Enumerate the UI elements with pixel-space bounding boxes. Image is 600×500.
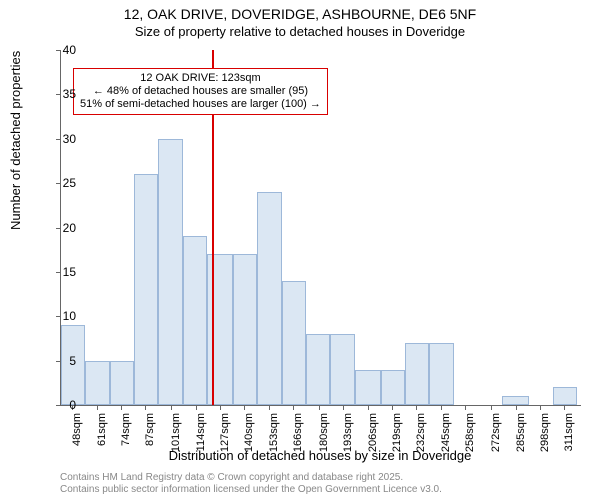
xtick-label: 61sqm <box>96 413 108 453</box>
xtick-label: 101sqm <box>170 413 182 453</box>
xtick-mark <box>145 405 146 410</box>
xtick-mark <box>269 405 270 410</box>
ytick-label: 35 <box>46 88 76 100</box>
footer-line-2: Contains public sector information licen… <box>60 484 442 496</box>
histogram-bar <box>257 192 281 405</box>
xtick-label: 206sqm <box>367 413 379 453</box>
xtick-label: 114sqm <box>195 413 207 453</box>
xtick-label: 127sqm <box>219 413 231 453</box>
xtick-label: 258sqm <box>464 413 476 453</box>
xtick-label: 285sqm <box>515 413 527 453</box>
xtick-label: 298sqm <box>539 413 551 453</box>
xtick-label: 140sqm <box>243 413 255 453</box>
chart-container: 12, OAK DRIVE, DOVERIDGE, ASHBOURNE, DE6… <box>0 0 600 500</box>
xtick-mark <box>465 405 466 410</box>
ytick-label: 40 <box>46 44 76 56</box>
ytick-label: 15 <box>46 266 76 278</box>
annotation-line: 51% of semi-detached houses are larger (… <box>80 98 321 111</box>
histogram-bar <box>282 281 306 405</box>
xtick-label: 193sqm <box>342 413 354 453</box>
histogram-bar <box>355 370 381 406</box>
xtick-mark <box>392 405 393 410</box>
footer-line-1: Contains HM Land Registry data © Crown c… <box>60 472 442 484</box>
histogram-bar <box>405 343 429 405</box>
xtick-mark <box>293 405 294 410</box>
chart-title-main: 12, OAK DRIVE, DOVERIDGE, ASHBOURNE, DE6… <box>0 6 600 22</box>
histogram-bar <box>233 254 257 405</box>
xtick-label: 87sqm <box>144 413 156 453</box>
xtick-mark <box>416 405 417 410</box>
histogram-bar <box>381 370 405 406</box>
xtick-mark <box>368 405 369 410</box>
xtick-mark <box>516 405 517 410</box>
histogram-bar <box>502 396 528 405</box>
ytick-label: 10 <box>46 310 76 322</box>
xtick-label: 311sqm <box>563 413 575 453</box>
histogram-bar <box>134 174 158 405</box>
ytick-label: 5 <box>46 355 76 367</box>
xtick-label: 166sqm <box>292 413 304 453</box>
histogram-bar <box>429 343 453 405</box>
annotation-line: ← 48% of detached houses are smaller (95… <box>80 85 321 98</box>
ytick-label: 0 <box>46 399 76 411</box>
histogram-bar <box>306 334 330 405</box>
xtick-mark <box>491 405 492 410</box>
histogram-bar <box>553 387 577 405</box>
xtick-label: 180sqm <box>318 413 330 453</box>
xtick-mark <box>540 405 541 410</box>
xtick-label: 219sqm <box>391 413 403 453</box>
xtick-label: 74sqm <box>120 413 132 453</box>
xtick-mark <box>319 405 320 410</box>
annotation-line: 12 OAK DRIVE: 123sqm <box>80 72 321 85</box>
footer-attribution: Contains HM Land Registry data © Crown c… <box>60 472 442 496</box>
chart-title-sub: Size of property relative to detached ho… <box>0 24 600 39</box>
ytick-label: 25 <box>46 177 76 189</box>
xtick-mark <box>121 405 122 410</box>
xtick-mark <box>564 405 565 410</box>
xtick-label: 48sqm <box>71 413 83 453</box>
xtick-mark <box>343 405 344 410</box>
xtick-mark <box>171 405 172 410</box>
xtick-mark <box>220 405 221 410</box>
histogram-bar <box>158 139 182 405</box>
histogram-bar <box>330 334 354 405</box>
xtick-mark <box>97 405 98 410</box>
ytick-label: 30 <box>46 133 76 145</box>
plot-area: 12 OAK DRIVE: 123sqm← 48% of detached ho… <box>60 50 581 406</box>
xtick-label: 232sqm <box>415 413 427 453</box>
xtick-label: 272sqm <box>490 413 502 453</box>
histogram-bar <box>85 361 109 405</box>
xtick-label: 245sqm <box>440 413 452 453</box>
y-axis-label: Number of detached properties <box>8 51 23 230</box>
xtick-label: 153sqm <box>268 413 280 453</box>
xtick-mark <box>244 405 245 410</box>
annotation-box: 12 OAK DRIVE: 123sqm← 48% of detached ho… <box>73 68 328 115</box>
xtick-mark <box>196 405 197 410</box>
ytick-label: 20 <box>46 222 76 234</box>
xtick-mark <box>441 405 442 410</box>
histogram-bar <box>183 236 207 405</box>
histogram-bar <box>110 361 134 405</box>
